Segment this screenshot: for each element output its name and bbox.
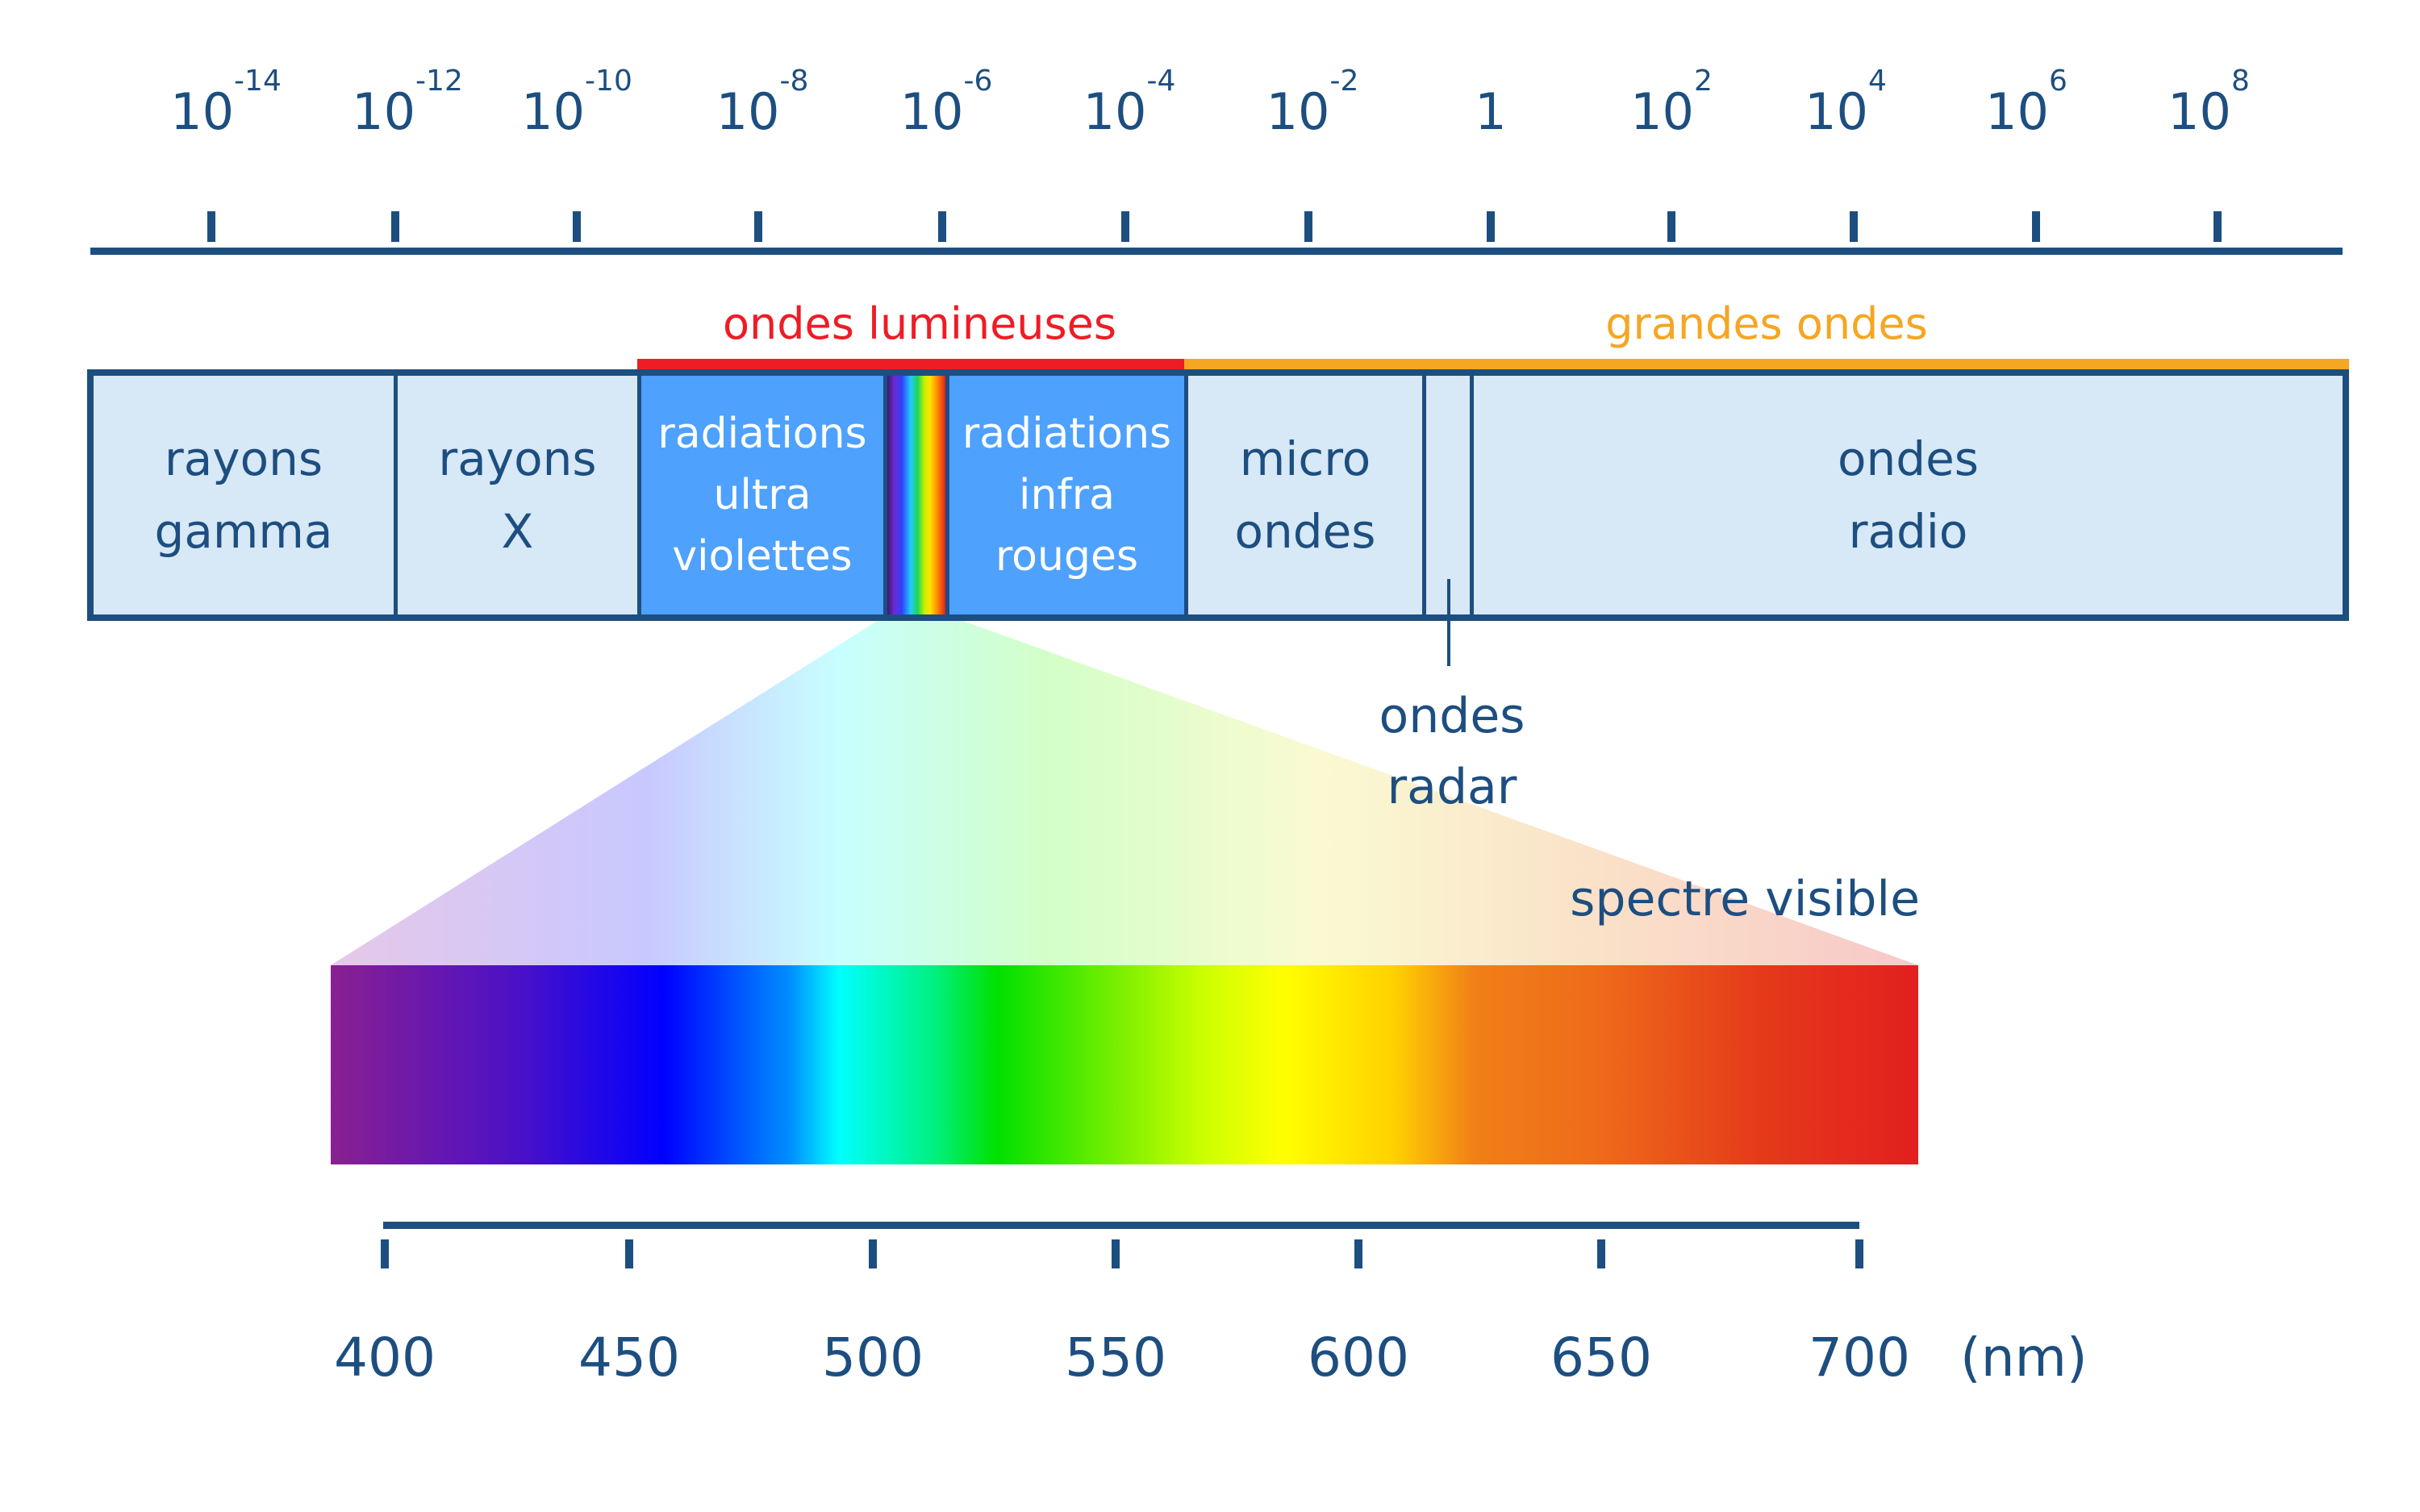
wavelength-label: 450 xyxy=(578,1327,680,1389)
long-waves-label: grandes ondes xyxy=(1605,298,1928,349)
wavelength-tick xyxy=(1354,1239,1362,1268)
band-ir-label: radiations infra rouges xyxy=(962,410,1172,581)
scale-tick xyxy=(573,211,581,242)
wavelength-tick xyxy=(381,1239,389,1268)
band-divider xyxy=(637,376,641,614)
scale-label: 10-4 xyxy=(1083,65,1176,141)
scale-label: 10-2 xyxy=(1266,65,1359,141)
scale-label: 104 xyxy=(1805,65,1887,141)
band-uv: radiations ultra violettes xyxy=(641,376,883,614)
scale-tick xyxy=(1304,211,1312,242)
wavelength-label: 700 xyxy=(1809,1327,1910,1389)
band-radio-label: ondes radio xyxy=(1838,431,1979,559)
scale-tick xyxy=(1121,211,1129,242)
visible-light-strip xyxy=(887,376,945,614)
light-waves-bar xyxy=(637,359,1184,370)
scale-tick xyxy=(1667,211,1675,242)
band-divider xyxy=(945,376,949,614)
wavelength-tick xyxy=(1855,1239,1863,1268)
scale-label: 1 xyxy=(1475,82,1507,141)
scale-tick xyxy=(754,211,762,242)
band-micro: micro ondes xyxy=(1188,376,1422,614)
band-radio: ondes radio xyxy=(1474,376,2343,614)
radar-pointer-line xyxy=(1447,579,1450,666)
band-gamma-label: rayons gamma xyxy=(154,431,333,559)
scale-label: 108 xyxy=(2168,65,2250,141)
scale-tick xyxy=(207,211,215,242)
visible-spectrum-bar xyxy=(331,965,1918,1164)
visible-spectrum-label: spectre visible xyxy=(1570,871,1920,927)
wavelength-tick xyxy=(869,1239,877,1268)
scale-label: 10-14 xyxy=(170,65,282,141)
wavelength-axis-line xyxy=(383,1222,1859,1229)
scale-tick xyxy=(2213,211,2222,242)
band-micro-label: micro ondes xyxy=(1234,431,1376,559)
scale-tick xyxy=(1850,211,1858,242)
band-xray-label: rayons X xyxy=(438,431,597,559)
band-divider xyxy=(394,376,398,614)
scale-tick xyxy=(2032,211,2040,242)
wavelength-tick xyxy=(625,1239,633,1268)
band-divider xyxy=(1470,376,1474,614)
band-xray: rayons X xyxy=(398,376,637,614)
long-waves-bar xyxy=(1184,359,2349,370)
scale-label: 10-8 xyxy=(716,65,809,141)
wavelength-tick xyxy=(1597,1239,1605,1268)
band-gamma: rayons gamma xyxy=(94,376,394,614)
scale-label: 10-10 xyxy=(521,65,632,141)
band-radar xyxy=(1426,376,1470,614)
scale-label: 10-6 xyxy=(899,65,993,141)
band-uv-label: radiations ultra violettes xyxy=(657,410,867,581)
scale-tick xyxy=(938,211,946,242)
band-divider xyxy=(1184,376,1188,614)
wavelength-unit: (nm) xyxy=(1960,1327,2088,1389)
scale-label: 102 xyxy=(1630,65,1713,141)
wavelength-tick xyxy=(1112,1239,1120,1268)
wavelength-label: 600 xyxy=(1308,1327,1409,1389)
scale-tick xyxy=(391,211,399,242)
band-divider xyxy=(1422,376,1426,614)
band-ir: radiations infra rouges xyxy=(949,376,1184,614)
wavelength-label: 550 xyxy=(1065,1327,1166,1389)
radar-label: ondes radar xyxy=(1379,688,1525,815)
wavelength-label: 650 xyxy=(1550,1327,1652,1389)
wavelength-label: 500 xyxy=(822,1327,924,1389)
wavelength-label: 400 xyxy=(334,1327,436,1389)
top-axis-line xyxy=(90,248,2343,255)
scale-label: 106 xyxy=(1985,65,2067,141)
scale-label: 10-12 xyxy=(352,65,463,141)
light-waves-label: ondes lumineuses xyxy=(722,298,1117,349)
band-divider xyxy=(883,376,887,614)
scale-tick xyxy=(1487,211,1495,242)
